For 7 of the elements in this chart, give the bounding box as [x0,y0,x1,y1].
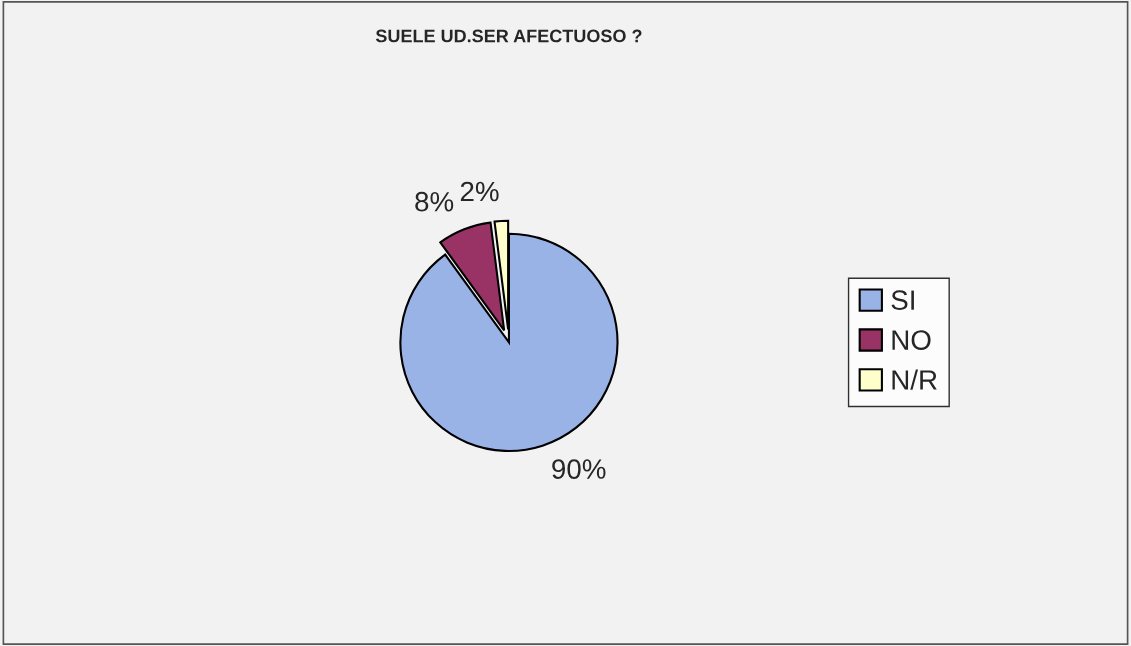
data-label: 2% [460,181,499,202]
chart-title: SUELE UD.SER AFECTUOSO ? [375,29,642,43]
legend-label: N/R [892,369,937,390]
legend-label: NO [892,330,931,350]
legend-label: SI [891,290,914,310]
data-label: 90% [552,459,606,479]
data-label: 8% [415,191,454,212]
